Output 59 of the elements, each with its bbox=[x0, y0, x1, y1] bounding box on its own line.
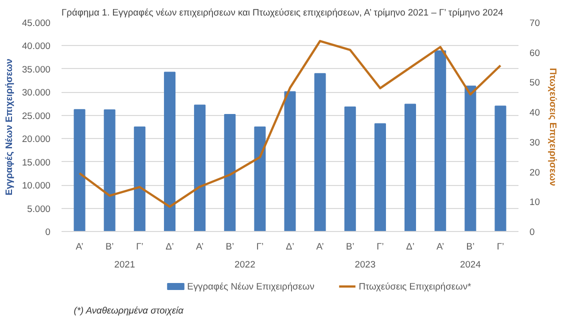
x-tick-label: Β’ bbox=[226, 242, 234, 252]
text: (*) Αναθεωρημένα στοιχεία bbox=[74, 306, 184, 316]
y2-tick-label: 30 bbox=[530, 137, 540, 148]
x-tick-label: Α’ bbox=[436, 242, 444, 252]
x-tick-label: Α’ bbox=[76, 242, 84, 252]
x-tick-label: Γ’ bbox=[376, 242, 384, 252]
y-tick-label: 10.000 bbox=[22, 180, 50, 191]
x-tick-label: Δ’ bbox=[286, 242, 294, 252]
bar bbox=[74, 109, 86, 232]
bar bbox=[404, 104, 416, 232]
x-tick-label: Γ’ bbox=[256, 242, 264, 252]
y2-tick-label: 40 bbox=[530, 108, 540, 118]
text: 2022 bbox=[234, 260, 256, 270]
bar bbox=[194, 104, 206, 232]
y-axis-title: Εγγραφές Νέων Επιχειρήσεων bbox=[4, 58, 14, 196]
bar bbox=[104, 109, 116, 232]
text: 2024 bbox=[460, 260, 481, 270]
text: 2021 bbox=[114, 260, 136, 270]
legend-label: Πτωχεύσεις Επιχειρήσεων* bbox=[358, 282, 472, 292]
y2-tick-label: 50 bbox=[530, 78, 540, 88]
y2-axis-title: Πτωχεύσεις Επιχειρήσεων bbox=[548, 68, 558, 186]
chart-title: Γράφημα 1. Εγγραφές νέων επιχειρήσεων και Πτωχεύσεις επιχειρήσεων, Α’ τρίμηνο 2021 – Γ’ τρίμηνο 2024 bbox=[62, 8, 504, 18]
y-tick-label: 15.000 bbox=[22, 157, 50, 168]
y2-tick-label: 20 bbox=[530, 167, 540, 178]
y-tick-label: 25.000 bbox=[22, 110, 50, 121]
y2-tick-label: 60 bbox=[530, 48, 540, 58]
x-tick-label: Γ’ bbox=[496, 242, 504, 252]
y-tick-label: 40.000 bbox=[22, 41, 50, 52]
x-tick-label: Γ’ bbox=[136, 242, 144, 252]
bar bbox=[164, 72, 176, 232]
bar bbox=[314, 73, 326, 232]
y-tick-label: 5.000 bbox=[27, 204, 50, 214]
bar bbox=[494, 106, 506, 232]
bar bbox=[254, 126, 266, 232]
bar bbox=[134, 126, 146, 232]
y2-tick-label: 10 bbox=[530, 197, 540, 208]
x-tick-label: Α’ bbox=[316, 242, 324, 252]
x-tick-label: Β’ bbox=[105, 242, 114, 252]
text: 2023 bbox=[354, 260, 376, 270]
bar bbox=[464, 86, 476, 232]
y-tick-label: 35.000 bbox=[22, 64, 50, 74]
x-tick-label: Δ’ bbox=[166, 242, 174, 252]
y-tick-label: 20.000 bbox=[22, 134, 50, 144]
y2-tick-label: 70 bbox=[530, 18, 540, 28]
bar bbox=[284, 91, 296, 232]
y-tick-label: 0 bbox=[45, 227, 51, 237]
bar bbox=[374, 123, 386, 232]
bar bbox=[344, 106, 356, 232]
legend-label: Εγγραφές Νέων Επιχειρήσεων bbox=[187, 282, 315, 292]
y2-tick-label: 0 bbox=[530, 227, 535, 237]
y-tick-label: 30.000 bbox=[22, 88, 50, 98]
y-tick-label: 45.000 bbox=[22, 18, 50, 28]
line-series bbox=[78, 40, 502, 208]
bar bbox=[434, 50, 446, 232]
x-tick-label: Β’ bbox=[346, 242, 354, 252]
x-tick-label: Δ’ bbox=[406, 242, 414, 252]
x-tick-label: Α’ bbox=[196, 242, 204, 252]
x-tick-label: Β’ bbox=[466, 242, 475, 252]
bar bbox=[224, 114, 236, 232]
